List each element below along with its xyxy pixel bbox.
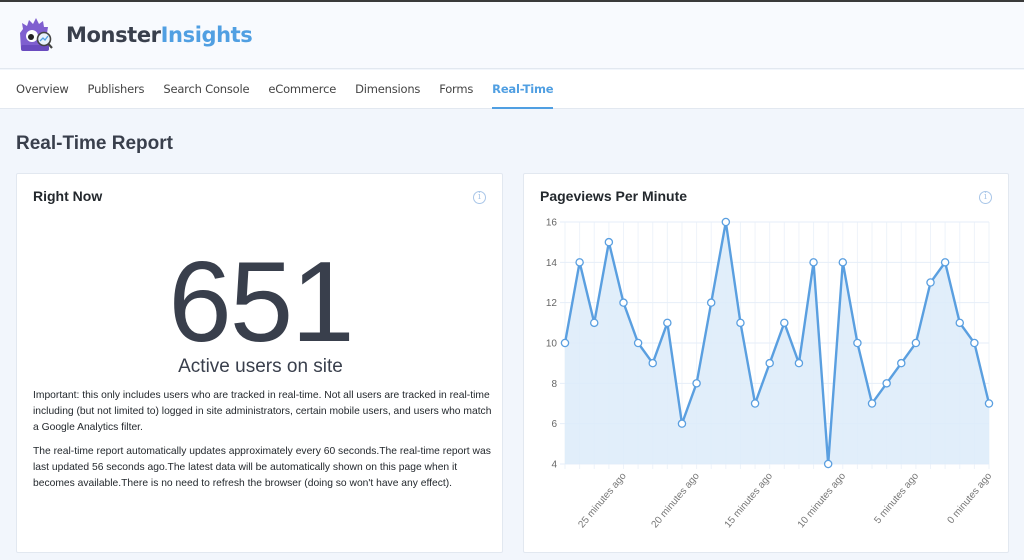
data-point	[648, 358, 657, 368]
y-axis-tick-label: 14	[546, 258, 558, 269]
data-point	[926, 278, 935, 287]
chart-line	[563, 221, 991, 465]
y-axis-tick-label: 6	[551, 419, 557, 430]
pageviews-chart: 4 6 8 10 12 14 16 25 minutes ago 20 minutes ago 1…	[546, 217, 995, 531]
active-users-label: Active users on site	[178, 356, 343, 377]
data-point	[604, 237, 614, 247]
data-point	[940, 258, 950, 267]
data-point	[984, 399, 994, 408]
data-point	[911, 338, 921, 348]
tab-real-time[interactable]: Real-Time	[492, 70, 554, 109]
data-point	[736, 318, 745, 328]
data-point	[823, 459, 833, 469]
tab-search-console[interactable]: Search Console	[163, 82, 250, 96]
brand-part-monster: Monster	[66, 23, 161, 47]
tab-ecommerce[interactable]: eCommerce	[268, 82, 337, 96]
pageviews-card: Pageviews Per Minute i 4 6 8 10 12 14 16 25 min…	[523, 173, 1009, 553]
y-axis-tick-label: 4	[551, 460, 557, 471]
x-axis-tick-label: 25 minutes ago	[576, 471, 629, 531]
info-icon[interactable]: i	[979, 191, 992, 204]
data-point	[867, 399, 877, 408]
data-point	[706, 298, 716, 307]
x-axis-tick-label: 5 minutes ago	[872, 471, 921, 527]
x-axis-tick-label: 20 minutes ago	[649, 471, 702, 531]
info-icon[interactable]: i	[473, 191, 486, 204]
right-now-title: Right Now	[33, 188, 103, 204]
pageviews-title: Pageviews Per Minute	[540, 188, 688, 204]
data-point	[677, 419, 687, 428]
data-point	[589, 318, 599, 328]
data-point	[750, 399, 760, 408]
data-point	[838, 258, 848, 267]
tab-dimensions[interactable]: Dimensions	[355, 82, 421, 96]
data-point	[882, 379, 891, 388]
data-point	[575, 258, 584, 267]
x-axis-tick-label: 0 minutes ago	[945, 471, 994, 527]
y-axis-tick-label: 12	[546, 298, 558, 309]
page-title: Real-Time Report	[16, 133, 173, 154]
x-axis-tick-label: 10 minutes ago	[796, 471, 849, 531]
x-axis-tick-label: 15 minutes ago	[723, 471, 776, 531]
active-users-count: 651	[168, 239, 354, 366]
data-point	[853, 338, 862, 348]
data-point	[765, 358, 774, 368]
data-point	[560, 338, 570, 348]
y-axis-tick-label: 10	[546, 339, 558, 350]
monster-logo-icon	[20, 18, 53, 51]
data-point	[955, 318, 965, 328]
data-point	[721, 217, 731, 227]
tab-overview[interactable]: Overview	[16, 82, 69, 96]
right-now-card: Right Now i 651 Active users on site Imp…	[16, 173, 503, 553]
data-point	[809, 258, 818, 267]
data-point	[619, 298, 628, 307]
data-point	[794, 358, 804, 368]
update-note: The real-time report automatically updat…	[33, 446, 491, 489]
tracking-note: Important: this only includes users who …	[33, 390, 492, 433]
window-top-border	[0, 0, 1024, 2]
data-point	[970, 338, 979, 348]
brand-part-insights: Insights	[160, 23, 253, 47]
data-point	[780, 318, 789, 328]
tab-publishers[interactable]: Publishers	[87, 82, 145, 96]
report-tabs: Overview Publishers Search Console eComm…	[0, 70, 1024, 109]
data-point	[663, 318, 672, 328]
brand-name: MonsterInsights	[66, 23, 253, 47]
data-point	[692, 379, 701, 388]
y-axis-tick-label: 8	[551, 379, 557, 390]
data-point	[897, 358, 906, 368]
y-axis-tick-label: 16	[546, 218, 558, 229]
app-header: MonsterInsights	[0, 2, 1024, 69]
tab-forms[interactable]: Forms	[439, 82, 474, 96]
data-point	[633, 338, 643, 348]
